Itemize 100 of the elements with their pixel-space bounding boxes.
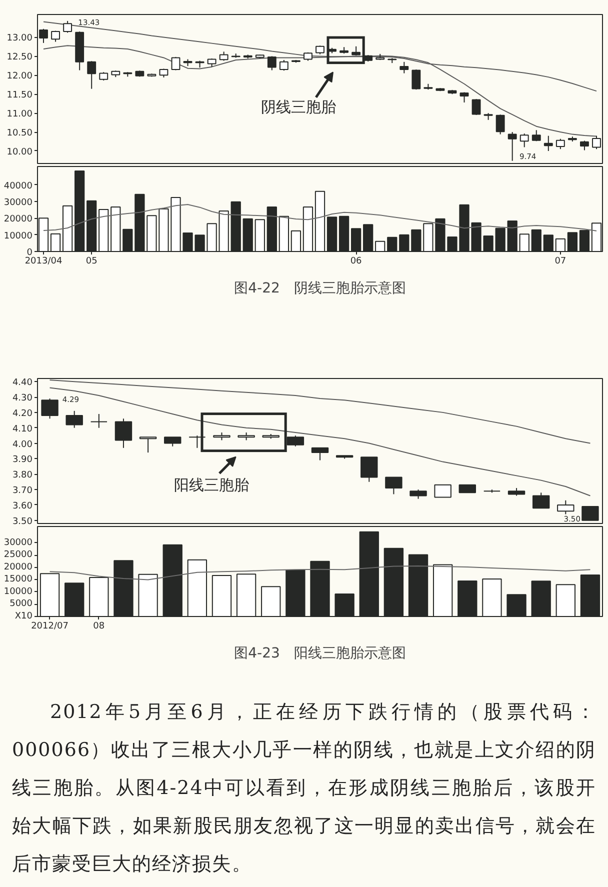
bar [507,220,518,252]
candlestick [279,59,288,72]
bar [98,209,109,252]
y-tick-label: 3.80 [12,470,33,481]
x-tick-label: 06 [350,256,362,266]
candlestick [188,435,206,448]
candlestick [520,133,529,148]
bar [62,205,73,252]
bar [242,218,253,252]
bar [302,206,314,252]
y-tick-label: 10000 [4,586,33,597]
candlestick [286,435,304,447]
candlestick [544,135,553,152]
y-tick-label: 0 [26,248,33,258]
candlestick [557,500,574,515]
line-series [49,387,591,496]
candlestick [87,60,96,90]
bar [138,574,158,616]
y-tick-label: 4.00 [12,440,33,450]
bar [326,216,338,252]
y-tick-label: 30000 [4,538,33,548]
bar [482,578,502,616]
candlestick [508,132,517,162]
bar [122,228,133,252]
y-tick-label: 4.30 [12,394,33,404]
candlestick [352,46,361,56]
y-tick-label: 15000 [4,574,33,585]
y-tick-label: 3.60 [12,501,33,512]
y-tick-label: 12.00 [6,72,33,82]
candlestick [66,410,83,428]
bar [114,560,134,616]
bar [212,575,232,616]
candlestick [580,140,589,151]
bar [162,544,182,616]
bar [432,564,453,616]
candlestick [496,114,505,135]
bar [290,230,302,252]
y-tick-label: 4.20 [12,408,33,419]
bar [458,580,478,616]
bar [230,201,241,252]
bar [359,531,379,616]
y-tick-label: 11.00 [6,110,33,120]
y-tick-label: 3.50 [12,516,33,527]
bar [334,593,354,616]
bar [408,554,428,616]
bar [314,190,326,252]
line-series [49,380,591,444]
x-tick-label: 08 [93,622,105,632]
text: 图4-22 阴线三胞胎示意图 [234,280,406,296]
y-tick-label: 10.00 [6,147,33,158]
candlestick [219,51,228,62]
line-series [49,565,591,580]
y-tick-label: 3.70 [12,486,33,496]
y-tick-label: 4.10 [12,424,33,434]
bar [254,219,265,252]
bar [74,170,85,252]
bar [567,232,578,252]
bar [261,586,281,616]
candlestick [472,98,481,116]
candlestick [311,447,329,461]
x-tick-label: 05 [86,256,98,266]
bar [236,574,256,616]
y-tick-label: 4.40 [12,378,33,388]
bar [278,216,290,252]
x-tick-label: 07 [554,256,566,266]
bar [134,194,145,252]
annotation: 阳线三胞胎 [174,476,250,494]
bar [218,210,229,252]
bar [310,560,330,616]
bar [556,584,576,616]
candlestick [360,456,378,482]
candlestick [582,506,599,521]
bar [399,234,410,252]
bar [64,582,84,616]
bar [531,580,551,616]
bar [338,216,350,252]
candlestick [63,20,72,34]
bar [387,236,398,252]
candlestick [532,492,550,509]
candlestick [400,61,409,74]
bar [579,230,590,252]
y-tick-label: 5000 [10,599,33,610]
bar [363,224,374,252]
candlestick [385,476,402,495]
bar [519,234,530,252]
bar [187,559,208,616]
bar [411,229,422,252]
y-tick-label: X10 [14,612,33,622]
candlestick [460,92,469,103]
bar [50,233,61,252]
bar [110,206,121,252]
candlestick [164,436,182,447]
y-tick-label: 13.00 [6,34,33,44]
annotation: 阴线三胞胎 [261,98,336,116]
text: 2012年5月至6月，正在经历下跌行情的（股票代码：000066）收出了三根大小几乎一样的阴线，也就是上文介绍的阴线三胞胎。从图4-24中可以看到，在形成阴线三胞胎后，该股开始大幅下跌，如果新股民朋友忽视了这一明显的卖出信号，就会在后市蒙受巨大的经济损失。 [12,700,596,877]
candlestick [434,484,452,498]
bar [531,229,542,252]
candlestick [410,489,427,500]
candlestick [139,436,157,454]
y-tick-label: 20000 [4,562,33,572]
